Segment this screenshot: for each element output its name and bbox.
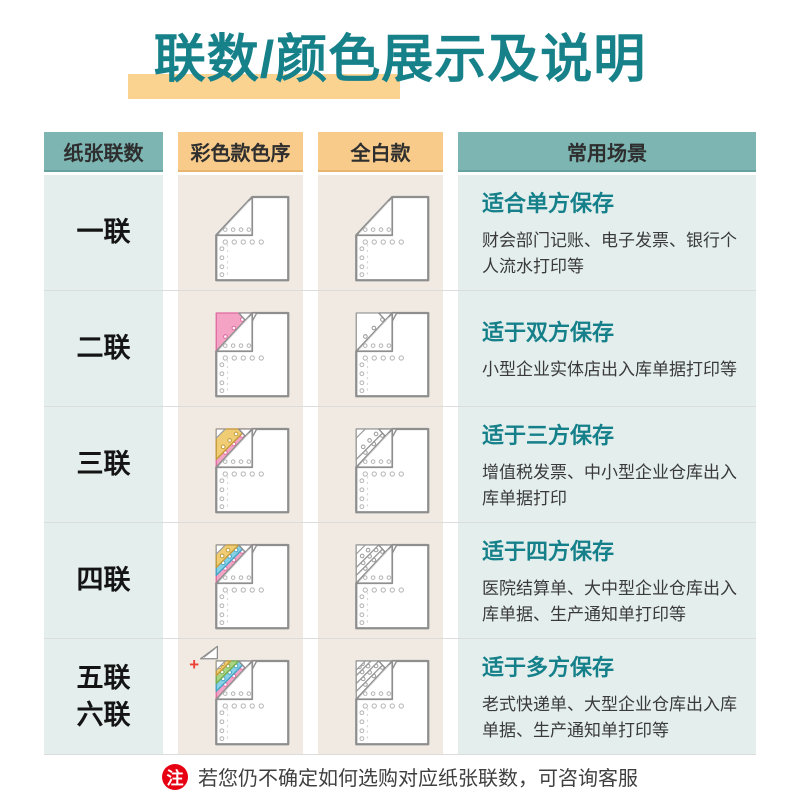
colored-paper-cell [178, 291, 303, 406]
ply-count-label: 二联 [76, 333, 131, 364]
ply-count-cell: 三联 [44, 407, 163, 522]
table-row: 二联 适于双方保存 小型企业实体店出入库单据打印等 [44, 291, 756, 407]
white-paper-illustration [326, 527, 436, 635]
note-text: 若您仍不确定如何选购对应纸张联数，可咨询客服 [198, 768, 638, 790]
ply-count-label: 一联 [76, 217, 131, 248]
table-row: 五联 六联 + 适于多方保存 老式快递单、大型企业仓库出入库单据、生产通知单打印… [44, 639, 756, 755]
scenario-cell: 适于双方保存 小型企业实体店出入库单据打印等 [458, 291, 756, 406]
svg-text:+: + [189, 655, 199, 674]
table-header-row: 纸张联数 彩色款色序 全白款 常用场景 [44, 132, 756, 172]
scenario-title: 适合单方保存 [482, 191, 615, 216]
scenario-title: 适于三方保存 [482, 423, 615, 448]
scenario-description: 财会部门记账、电子发票、银行个人流水打印等 [482, 231, 737, 276]
scenario-description: 增值税发票、中小型企业仓库出入库单据打印 [482, 463, 737, 508]
scenario-title: 适于四方保存 [482, 539, 615, 564]
white-paper-cell [318, 407, 443, 522]
ply-count-label: 三联 [76, 449, 131, 480]
footer-note: 注 若您仍不确定如何选购对应纸张联数，可咨询客服 [0, 762, 800, 791]
note-badge-icon: 注 [162, 763, 188, 790]
scenario-title: 适于双方保存 [482, 319, 615, 345]
colored-paper-illustration [186, 295, 296, 403]
scenario-cell: 适于多方保存 老式快递单、大型企业仓库出入库单据、生产通知单打印等 [458, 639, 756, 754]
colored-paper-illustration [186, 179, 296, 287]
ply-count-label: 五联 六联 [76, 663, 131, 730]
header-paper-ply-count: 纸张联数 [44, 132, 163, 172]
colored-paper-cell [178, 407, 303, 522]
colored-paper-cell [178, 523, 303, 638]
scenario-description: 老式快递单、大型企业仓库出入库单据、生产通知单打印等 [482, 695, 737, 740]
ply-count-cell: 四联 [44, 523, 163, 638]
scenario-description: 医院结算单、大中型企业仓库出入库单据、生产通知单打印等 [482, 579, 737, 624]
white-paper-illustration [326, 411, 436, 519]
ply-count-cell: 一联 [44, 175, 163, 290]
colored-paper-cell: + [178, 639, 303, 754]
colored-paper-cell [178, 175, 303, 290]
scenario-title: 适于多方保存 [482, 655, 615, 680]
colored-paper-illustration: + [186, 643, 296, 751]
scenario-cell: 适于四方保存 医院结算单、大中型企业仓库出入库单据、生产通知单打印等 [458, 523, 756, 638]
white-paper-illustration [326, 179, 436, 287]
scenario-description: 小型企业实体店出入库单据打印等 [482, 359, 737, 379]
white-paper-illustration [326, 295, 436, 403]
title-underline-highlight [128, 74, 400, 99]
white-paper-cell [318, 175, 443, 290]
ply-color-table: 纸张联数 彩色款色序 全白款 常用场景 一联 适合单方保存 财会部门记账、电子发… [44, 132, 756, 755]
white-paper-illustration [326, 643, 436, 751]
table-row: 四联 适于四方保存 医院结算单、大中型企业仓库出入库单据、生产通知单打印等 [44, 523, 756, 639]
title-block: 联数/颜色展示及说明 [0, 24, 800, 114]
white-paper-cell [318, 639, 443, 754]
ply-count-cell: 五联 六联 [44, 639, 163, 754]
scenario-cell: 适合单方保存 财会部门记账、电子发票、银行个人流水打印等 [458, 175, 756, 290]
ply-count-label: 四联 [76, 565, 131, 596]
ply-count-cell: 二联 [44, 291, 163, 406]
page-title: 联数/颜色展示及说明 [153, 31, 647, 89]
scenario-cell: 适于三方保存 增值税发票、中小型企业仓库出入库单据打印 [458, 407, 756, 522]
white-paper-cell [318, 523, 443, 638]
colored-paper-illustration [186, 411, 296, 519]
white-paper-cell [318, 291, 443, 406]
header-color-version: 彩色款色序 [178, 132, 303, 172]
header-common-scenarios: 常用场景 [458, 132, 756, 172]
table-row: 三联 适于三方保存 增值税发票、中小型企业仓库出入库单据打印 [44, 407, 756, 523]
table-row: 一联 适合单方保存 财会部门记账、电子发票、银行个人流水打印等 [44, 175, 756, 291]
colored-paper-illustration [186, 527, 296, 635]
header-all-white-version: 全白款 [318, 132, 443, 172]
